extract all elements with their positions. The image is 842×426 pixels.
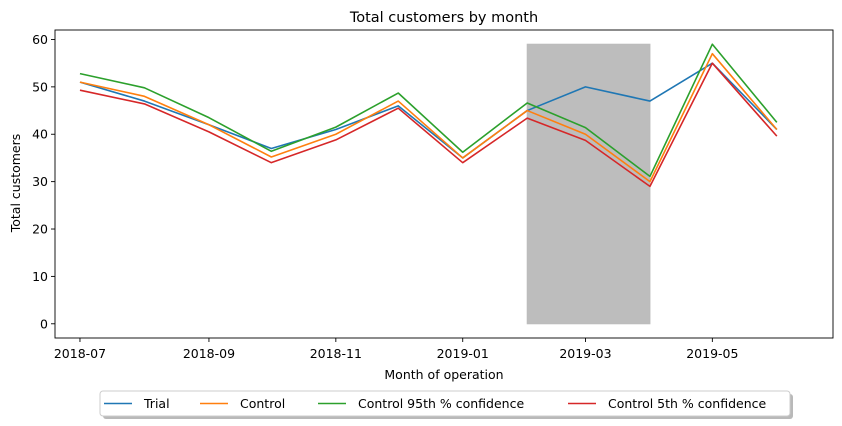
y-tick-label: 60 <box>32 32 48 47</box>
chart-title: Total customers by month <box>349 10 538 26</box>
y-axis: 0 10 20 30 40 50 60 <box>32 32 55 331</box>
y-tick-label: 20 <box>32 222 48 237</box>
series-line-2 <box>79 52 778 183</box>
y-axis-label: Total customers <box>8 134 23 234</box>
y-tick-label: 10 <box>32 269 48 284</box>
legend-label-2: Control <box>240 396 285 411</box>
x-tick-label: 2019-05 <box>686 346 738 361</box>
plot-area <box>54 29 834 339</box>
y-tick-label: 30 <box>32 174 48 189</box>
legend-label-3: Control 95th % confidence <box>358 396 524 411</box>
y-tick-label: 50 <box>32 79 48 94</box>
legend-label-1: Trial <box>143 396 170 411</box>
series-line-4 <box>79 62 778 188</box>
x-axis-label: Month of operation <box>384 367 503 382</box>
y-tick-label: 0 <box>40 316 48 331</box>
legend-label-4: Control 5th % confidence <box>608 396 766 411</box>
legend: Trial Control Control 95th % confidence Con… <box>99 390 793 419</box>
y-tick-label: 40 <box>32 127 48 142</box>
x-tick-label: 2018-09 <box>183 346 235 361</box>
x-tick-label: 2018-07 <box>54 346 106 361</box>
x-tick-label: 2019-03 <box>559 346 611 361</box>
x-tick-label: 2019-01 <box>437 346 489 361</box>
plot-frame <box>54 29 834 339</box>
shaded-region <box>526 43 651 325</box>
series-line-3 <box>79 43 778 178</box>
legend-box <box>99 390 791 417</box>
x-axis: 2018-07 2018-09 2018-11 2019-01 2019-03 2019-… <box>54 338 738 361</box>
x-tick-label: 2018-11 <box>310 346 362 361</box>
